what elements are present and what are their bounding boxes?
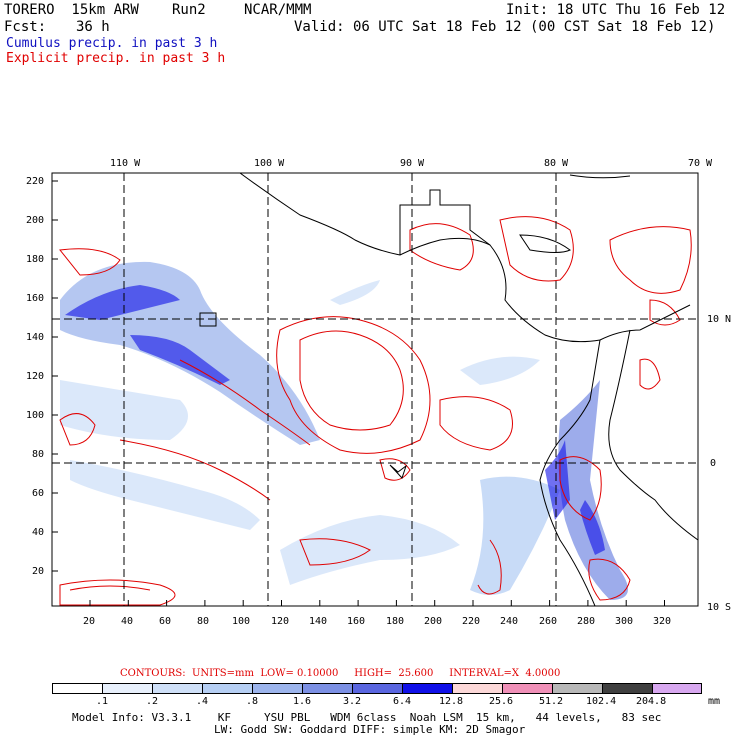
y-tick: 120 [26, 371, 45, 382]
colorbar-label: 3.2 [343, 696, 362, 707]
model-info-line2: LW: Godd SW: Goddard DIFF: simple KM: 2D… [214, 723, 526, 736]
colorbar-swatch [402, 683, 453, 694]
y-tick: 200 [26, 215, 45, 226]
colorbar-label: .2 [146, 696, 159, 707]
y-tick: 20 [32, 566, 45, 577]
y-tick: 100 [26, 410, 45, 421]
model-info-line1: Model Info: V3.3.1 KF YSU PBL WDM 6class… [72, 711, 662, 724]
cumulus-legend: Cumulus precip. in past 3 h [6, 36, 218, 51]
colorbar-swatch [652, 683, 702, 694]
colorbar-label: 25.6 [489, 696, 514, 707]
colorbar-swatch [502, 683, 553, 694]
x-tick: 60 [159, 616, 172, 627]
x-tick: 140 [309, 616, 328, 627]
lon-label-110w: 110 W [110, 158, 141, 169]
y-tick: 60 [32, 488, 45, 499]
colorbar-swatch [602, 683, 653, 694]
lon-label-70w: 70 W [688, 158, 713, 169]
lat-label-10n: 10 N [707, 314, 732, 325]
x-tick: 200 [424, 616, 443, 627]
y-tick: 220 [26, 176, 45, 187]
model-title: TORERO 15km ARW [4, 2, 139, 18]
y-tick: 180 [26, 254, 45, 265]
lat-label-10s: 10 S [707, 602, 732, 613]
contours-info: CONTOURS: UNITS=mm LOW= 0.10000 HIGH= 25… [120, 668, 561, 679]
valid-time: Valid: 06 UTC Sat 18 Feb 12 (00 CST Sat … [294, 19, 716, 35]
x-tick: 80 [197, 616, 210, 627]
x-tick: 320 [653, 616, 672, 627]
colorbar-label: .8 [246, 696, 259, 707]
init-time: Init: 18 UTC Thu 16 Feb 12 [506, 2, 726, 18]
x-tick: 180 [386, 616, 405, 627]
x-tick: 240 [500, 616, 519, 627]
x-tick: 220 [462, 616, 481, 627]
colorbar-swatch [102, 683, 153, 694]
colorbar-label: 204.8 [636, 696, 667, 707]
x-tick: 160 [347, 616, 366, 627]
org-label: NCAR/MMM [244, 2, 312, 18]
y-tick: 160 [26, 293, 45, 304]
colorbar-swatch [352, 683, 403, 694]
colorbar-swatch [452, 683, 503, 694]
y-tick: 140 [26, 332, 45, 343]
colorbar-label: .1 [96, 696, 109, 707]
y-tick: 80 [32, 449, 45, 460]
x-tick: 120 [271, 616, 290, 627]
forecast-label: Fcst: [4, 19, 47, 35]
colorbar-label: .4 [196, 696, 209, 707]
colorbar-label: 51.2 [539, 696, 564, 707]
colorbar-label: 6.4 [393, 696, 412, 707]
colorbar-swatch [52, 683, 103, 694]
x-tick: 260 [539, 616, 558, 627]
graticule [52, 173, 698, 606]
lat-label-0: 0 [710, 458, 717, 469]
colorbar-swatch [202, 683, 253, 694]
x-tick: 100 [232, 616, 251, 627]
lon-label-80w: 80 W [544, 158, 569, 169]
colorbar-unit: mm [708, 696, 721, 707]
colorbar-swatch [552, 683, 603, 694]
colorbar-swatch [152, 683, 203, 694]
colorbar-label: 1.6 [293, 696, 312, 707]
y-tick: 40 [32, 527, 45, 538]
colorbar-label: 102.4 [586, 696, 617, 707]
lon-label-90w: 90 W [400, 158, 425, 169]
x-tick: 280 [577, 616, 596, 627]
run-label: Run2 [172, 2, 206, 18]
axis-ticks [52, 180, 665, 606]
x-tick: 40 [121, 616, 134, 627]
forecast-hours: 36 h [76, 19, 110, 35]
cumulus-precip-shading [60, 261, 628, 600]
colorbar-swatch [302, 683, 353, 694]
x-tick: 20 [83, 616, 96, 627]
colorbar-label: 12.8 [439, 696, 464, 707]
explicit-legend: Explicit precip. in past 3 h [6, 51, 226, 66]
x-tick: 300 [615, 616, 634, 627]
colorbar-swatch [252, 683, 303, 694]
explicit-precip-contours [59, 216, 692, 606]
lon-label-100w: 100 W [254, 158, 285, 169]
map-frame [51, 172, 699, 607]
